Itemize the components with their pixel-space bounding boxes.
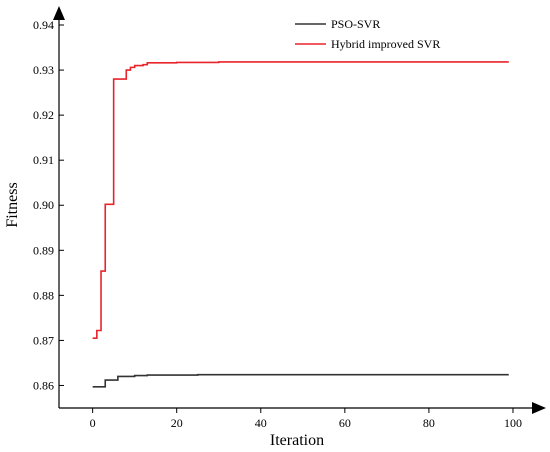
y-tick-label: 0.93	[33, 63, 54, 77]
y-tick-label: 0.88	[33, 288, 54, 302]
y-tick-label: 0.90	[33, 198, 54, 212]
y-tick-label: 0.87	[33, 333, 54, 347]
x-axis-arrow-icon	[532, 402, 546, 414]
y-tick-label: 0.86	[33, 378, 54, 392]
y-axis-label: Fitness	[4, 182, 21, 227]
series-line-pso-svr	[92, 373, 509, 388]
legend: PSO-SVR Hybrid improved SVR	[295, 17, 440, 51]
y-tick-label: 0.91	[33, 153, 54, 167]
x-tick-label: 80	[423, 416, 435, 430]
y-tick-label: 0.92	[33, 108, 54, 122]
series-layer	[92, 61, 509, 388]
x-tick-label: 100	[504, 416, 522, 430]
legend-label-hybrid-improved-svr: Hybrid improved SVR	[331, 37, 440, 51]
y-tick-label: 0.94	[33, 18, 54, 32]
y-axis-ticks: 0.86 0.87 0.88 0.89 0.90 0.91 0.92 0.93 0.94	[33, 18, 64, 392]
legend-label-pso-svr: PSO-SVR	[331, 17, 380, 31]
y-axis-arrow-icon	[53, 6, 65, 20]
x-tick-label: 60	[339, 416, 351, 430]
x-tick-label: 40	[255, 416, 267, 430]
x-axis-ticks: 0 20 40 60 80 100	[90, 408, 522, 430]
y-tick-label: 0.89	[33, 243, 54, 257]
x-tick-label: 20	[171, 416, 183, 430]
x-axis-label: Iteration	[270, 432, 324, 449]
x-tick-label: 0	[90, 416, 96, 430]
series-line-hybrid-improved-svr	[92, 61, 509, 339]
